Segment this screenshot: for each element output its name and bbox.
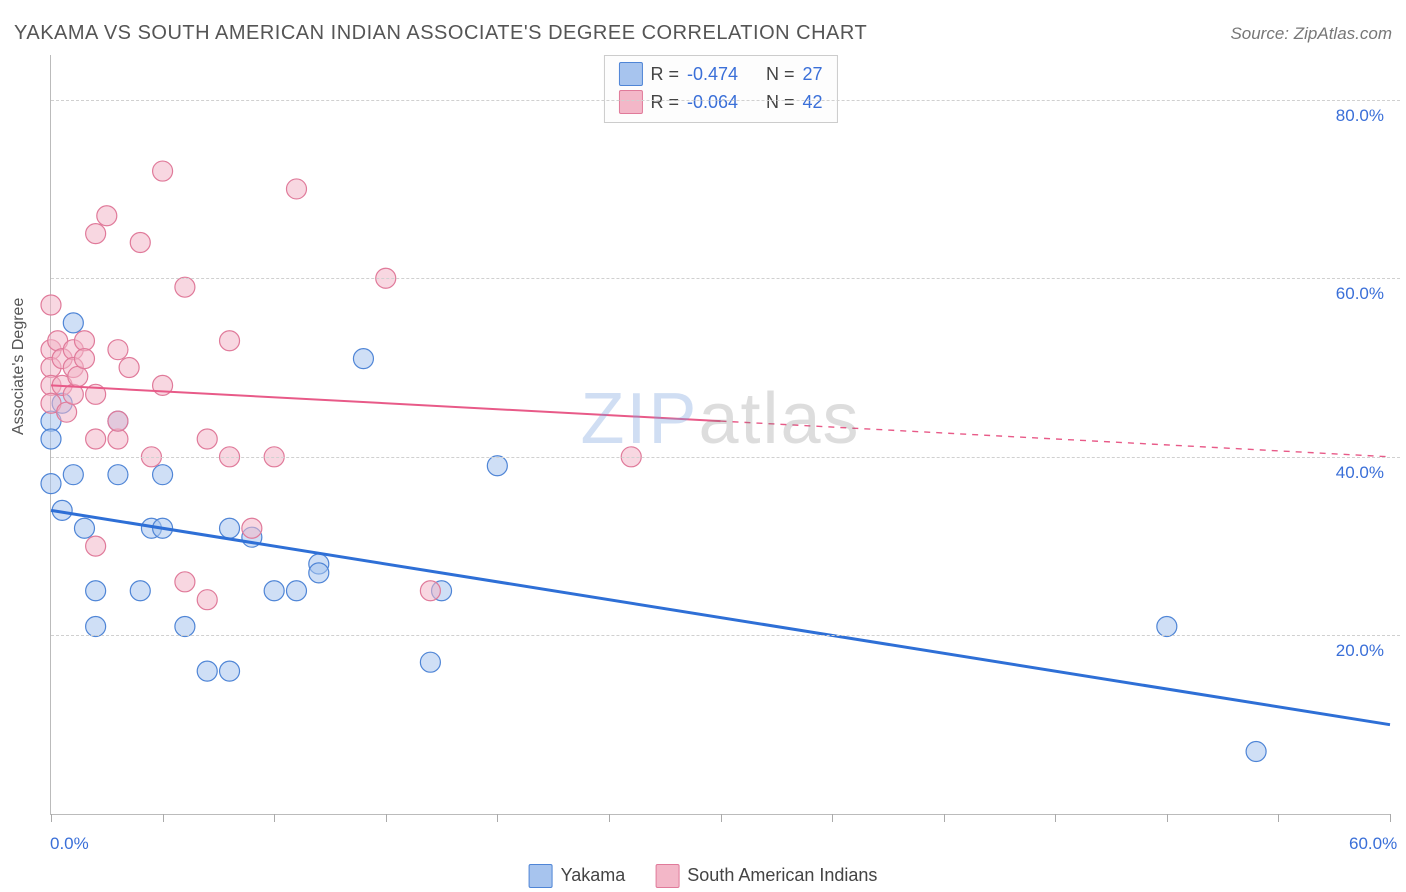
data-point bbox=[63, 465, 83, 485]
data-point bbox=[242, 518, 262, 538]
data-point bbox=[86, 581, 106, 601]
data-point bbox=[119, 358, 139, 378]
x-tick bbox=[1390, 814, 1391, 822]
x-tick-label: 0.0% bbox=[50, 834, 89, 854]
y-tick-label: 20.0% bbox=[1336, 641, 1384, 661]
data-point bbox=[1157, 616, 1177, 636]
trend-line bbox=[51, 385, 721, 421]
gridline bbox=[51, 457, 1400, 458]
data-point bbox=[220, 518, 240, 538]
plot-svg bbox=[51, 55, 1390, 814]
legend-r-value: -0.474 bbox=[687, 64, 738, 85]
x-tick bbox=[497, 814, 498, 822]
legend-r-label: R = bbox=[650, 64, 679, 85]
data-point bbox=[220, 331, 240, 351]
gridline bbox=[51, 100, 1400, 101]
gridline bbox=[51, 278, 1400, 279]
data-point bbox=[68, 366, 88, 386]
data-point bbox=[74, 518, 94, 538]
data-point bbox=[130, 581, 150, 601]
data-point bbox=[286, 581, 306, 601]
data-point bbox=[1246, 741, 1266, 761]
data-point bbox=[286, 179, 306, 199]
plot-area: ZIPatlas R =-0.474N =27R =-0.064N =42 20… bbox=[50, 55, 1390, 815]
gridline bbox=[51, 635, 1400, 636]
chart-title: YAKAMA VS SOUTH AMERICAN INDIAN ASSOCIAT… bbox=[14, 22, 867, 45]
x-tick bbox=[163, 814, 164, 822]
source-label: Source: ZipAtlas.com bbox=[1230, 24, 1392, 44]
data-point bbox=[86, 224, 106, 244]
x-tick bbox=[1167, 814, 1168, 822]
legend-series-label: South American Indians bbox=[687, 865, 877, 885]
y-tick-label: 80.0% bbox=[1336, 106, 1384, 126]
legend-item: South American Indians bbox=[655, 864, 877, 888]
data-point bbox=[197, 661, 217, 681]
x-tick bbox=[944, 814, 945, 822]
legend-item: Yakama bbox=[529, 864, 626, 888]
data-point bbox=[108, 340, 128, 360]
data-point bbox=[264, 581, 284, 601]
legend-n-label: N = bbox=[766, 64, 795, 85]
data-point bbox=[487, 456, 507, 476]
trend-line bbox=[51, 510, 1390, 724]
data-point bbox=[153, 161, 173, 181]
x-tick bbox=[386, 814, 387, 822]
x-tick bbox=[832, 814, 833, 822]
x-tick bbox=[51, 814, 52, 822]
data-point bbox=[420, 581, 440, 601]
data-point bbox=[153, 465, 173, 485]
data-point bbox=[197, 429, 217, 449]
y-axis-label: Associate's Degree bbox=[10, 298, 28, 435]
chart-container: YAKAMA VS SOUTH AMERICAN INDIAN ASSOCIAT… bbox=[0, 0, 1406, 892]
data-point bbox=[41, 429, 61, 449]
data-point bbox=[175, 277, 195, 297]
y-tick-label: 60.0% bbox=[1336, 284, 1384, 304]
data-point bbox=[108, 411, 128, 431]
data-point bbox=[41, 295, 61, 315]
correlation-legend: R = -0.474 N = 27 R = -0.064 N = 42 bbox=[603, 55, 837, 123]
data-point bbox=[309, 563, 329, 583]
x-tick bbox=[274, 814, 275, 822]
data-point bbox=[57, 402, 77, 422]
legend-n-value: 42 bbox=[803, 92, 823, 113]
legend-r-label: R = bbox=[650, 92, 679, 113]
trend-line-extension bbox=[721, 421, 1391, 457]
data-point bbox=[175, 572, 195, 592]
data-point bbox=[353, 349, 373, 369]
x-tick bbox=[609, 814, 610, 822]
data-point bbox=[97, 206, 117, 226]
x-tick-label: 60.0% bbox=[1349, 834, 1397, 854]
legend-row: R = -0.064 N = 42 bbox=[618, 88, 822, 116]
legend-swatch bbox=[655, 864, 679, 888]
legend-swatch bbox=[529, 864, 553, 888]
data-point bbox=[220, 661, 240, 681]
series-legend: Yakama South American Indians bbox=[529, 864, 878, 888]
legend-n-value: 27 bbox=[803, 64, 823, 85]
data-point bbox=[130, 233, 150, 253]
legend-swatch bbox=[618, 90, 642, 114]
x-tick bbox=[1055, 814, 1056, 822]
data-point bbox=[86, 616, 106, 636]
legend-swatch bbox=[618, 62, 642, 86]
data-point bbox=[74, 349, 94, 369]
legend-r-value: -0.064 bbox=[687, 92, 738, 113]
legend-series-label: Yakama bbox=[561, 865, 626, 885]
data-point bbox=[86, 429, 106, 449]
legend-row: R = -0.474 N = 27 bbox=[618, 60, 822, 88]
data-point bbox=[197, 590, 217, 610]
x-tick bbox=[1278, 814, 1279, 822]
data-point bbox=[420, 652, 440, 672]
data-point bbox=[175, 616, 195, 636]
data-point bbox=[41, 474, 61, 494]
data-point bbox=[63, 313, 83, 333]
data-point bbox=[86, 536, 106, 556]
data-point bbox=[108, 429, 128, 449]
legend-n-label: N = bbox=[766, 92, 795, 113]
data-point bbox=[74, 331, 94, 351]
data-point bbox=[108, 465, 128, 485]
x-tick bbox=[721, 814, 722, 822]
y-tick-label: 40.0% bbox=[1336, 463, 1384, 483]
